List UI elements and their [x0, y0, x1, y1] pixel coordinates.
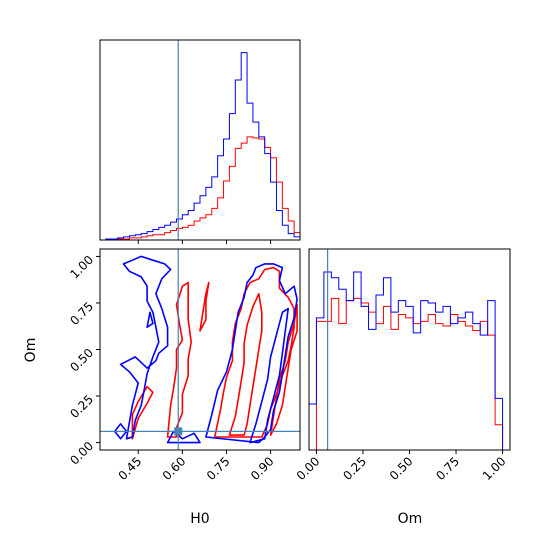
om-x-tick-label-0: 0.00: [294, 454, 323, 483]
om-y-tick-label-1: 0.25: [67, 392, 96, 421]
contour-red-5: [269, 304, 298, 436]
om-y-tick-label-2: 0.50: [67, 346, 96, 375]
h0-histogram-panel: [99, 39, 301, 244]
axis-labels: H0 Om Om: [23, 338, 422, 527]
om-x-tick-label-3: 0.75: [433, 454, 462, 483]
h0-tick-label-0: 0.45: [116, 454, 145, 483]
h0-hist-frame: [99, 39, 301, 241]
h0-tick-label-3: 0.90: [248, 454, 277, 483]
contour-blue-7: [119, 255, 172, 440]
om-x-tick-label-2: 0.50: [387, 454, 416, 483]
joint-truth-marker: [174, 427, 183, 436]
x-axis-label-om: Om: [398, 511, 423, 527]
h0-hist-series-red: [100, 136, 301, 241]
om-x-tick-label-4: 1.00: [480, 454, 509, 483]
om-histogram-panel: 0.00 0.25 0.50 0.75 1.00: [294, 248, 511, 483]
om-y-tick-label-3: 0.75: [67, 299, 96, 328]
h0-tick-label-1: 0.60: [160, 454, 189, 483]
contour-blue-8: [146, 311, 154, 328]
contour-red-2: [199, 281, 210, 332]
om-y-tick-label-0: 0.00: [67, 439, 96, 468]
contour-group: [113, 255, 298, 444]
contour-blue-9: [166, 430, 201, 444]
om-y-tick-label-4: 1.00: [67, 253, 96, 282]
contour-red-0: [131, 385, 154, 440]
h0-tick-label-2: 0.75: [204, 454, 233, 483]
h0-hist-series-blue: [100, 52, 301, 241]
om-x-tick-label-1: 0.25: [340, 454, 369, 483]
contour-red-4: [228, 292, 263, 436]
contour-red-1: [166, 281, 192, 438]
contour-blue-10: [205, 263, 298, 444]
joint-contour-panel: 0.45 0.60 0.75 0.90 0.00 0.25 0.50 0.75 1.00: [67, 248, 301, 483]
x-axis-label-h0: H0: [190, 511, 209, 527]
contour-blue-11: [249, 307, 289, 444]
y-axis-label-om: Om: [23, 338, 39, 363]
om-hist-series-blue: [308, 271, 510, 451]
om-hist-series-red: [309, 297, 510, 451]
